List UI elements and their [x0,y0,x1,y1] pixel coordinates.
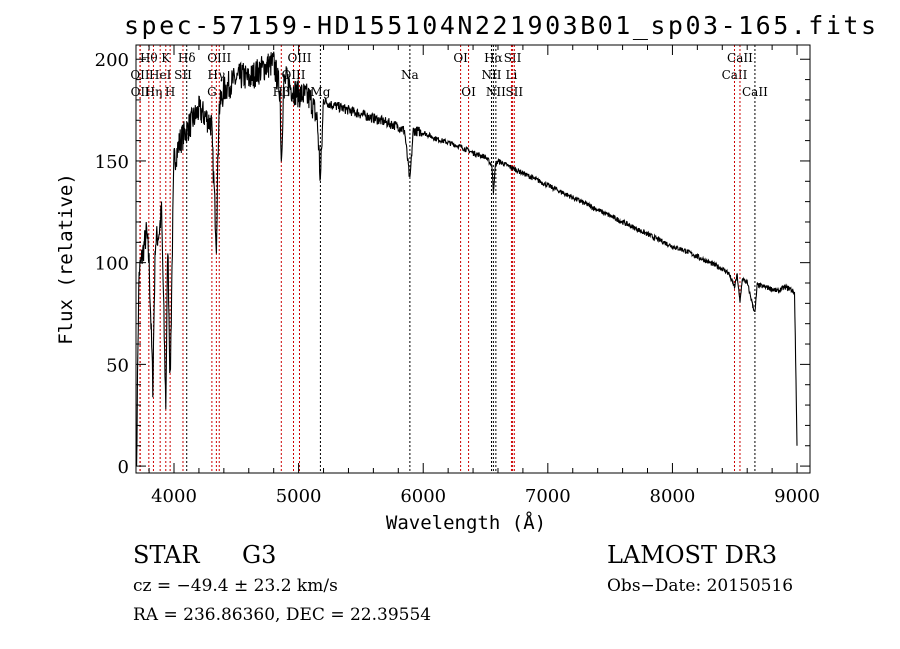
line-marker-label: NII [486,85,506,99]
line-marker-label: SII [504,51,522,65]
x-tick-label: 9000 [774,486,820,507]
line-marker-label: Na [401,68,419,82]
y-tick-label: 0 [118,457,129,478]
obs-date: Obs−Date: 20150516 [607,576,793,596]
line-marker-label: H [165,85,175,99]
y-tick-label: 200 [95,50,129,71]
line-marker-label: OI [461,85,476,99]
x-tick-label: 4000 [151,486,197,507]
x-axis-label: Wavelength (Å) [386,511,546,534]
object-class: STAR [133,541,200,569]
line-marker-label: K [161,51,171,65]
redshift-text: cz = −49.4 ± 23.2 km/s [133,576,338,596]
y-tick-label: 150 [95,152,129,173]
chart-title: spec-57159-HD155104N221903B01_sp03-165.f… [124,11,876,40]
line-marker-label: OIII [287,51,311,65]
line-marker-label: Hα [484,51,503,65]
line-marker-label: NII [482,68,502,82]
line-marker-label: SII [505,85,523,99]
line-marker-label: Hγ [208,68,226,82]
coordinates: RA = 236.86360, DEC = 22.39554 [133,605,431,625]
y-tick-label: 100 [95,254,129,275]
x-tick-label: 8000 [650,486,696,507]
line-marker-label: CaII [722,68,748,82]
line-marker-label: Hη [145,85,163,99]
spectrum-line [136,51,798,467]
line-marker-label: CaII [742,85,768,99]
line-marker-label: G [207,85,217,99]
survey-label: LAMOST DR3 [607,541,777,569]
line-marker-label: Hθ [140,51,158,65]
line-marker-label: OII [131,85,151,99]
plot-frame [135,44,811,474]
y-tick-label: 50 [106,355,129,376]
line-marker-label: Hβ [273,85,290,99]
y-axis-label: Flux (relative) [55,173,77,345]
object-subclass: G3 [242,541,276,569]
line-marker-label: OI [453,51,468,65]
line-marker-label: SII [174,68,192,82]
line-marker-label: CaII [727,51,753,65]
line-marker-label: Li [506,68,518,82]
line-marker-label: Hδ [178,51,196,65]
x-tick-label: 7000 [525,486,571,507]
line-marker-label: HeI [149,68,172,82]
x-tick-label: 6000 [400,486,446,507]
line-marker-label: Mg [310,85,330,99]
line-marker-label: OIII [207,51,231,65]
x-tick-label: 5000 [276,486,322,507]
